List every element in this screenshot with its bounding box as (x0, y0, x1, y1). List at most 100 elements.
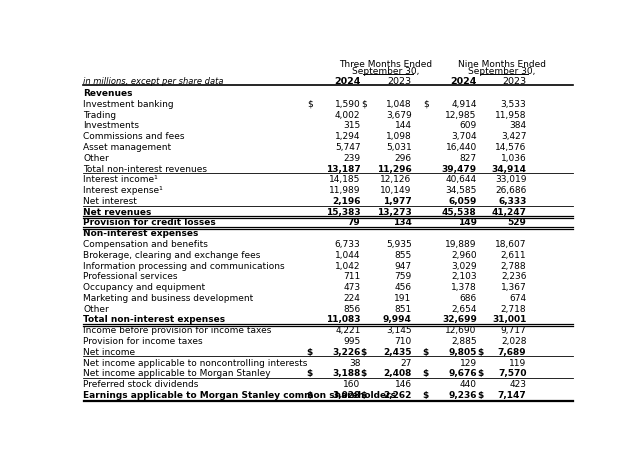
Text: 27: 27 (401, 358, 412, 367)
Text: 3,029: 3,029 (451, 261, 477, 270)
Text: 239: 239 (344, 153, 360, 162)
Text: 2,103: 2,103 (451, 272, 477, 281)
Text: 9,994: 9,994 (383, 315, 412, 324)
Text: 160: 160 (343, 379, 360, 388)
Text: 1,977: 1,977 (383, 196, 412, 206)
Text: $: $ (360, 390, 367, 399)
Text: 3,188: 3,188 (332, 369, 360, 378)
Text: 14,185: 14,185 (329, 175, 360, 184)
Text: 315: 315 (343, 121, 360, 130)
Text: 191: 191 (394, 293, 412, 302)
Text: 134: 134 (393, 218, 412, 227)
Text: Net revenues: Net revenues (83, 207, 152, 216)
Text: 12,985: 12,985 (445, 111, 477, 119)
Text: 5,031: 5,031 (386, 143, 412, 151)
Text: 11,083: 11,083 (326, 315, 360, 324)
Text: Interest income¹: Interest income¹ (83, 175, 158, 184)
Text: 3,679: 3,679 (386, 111, 412, 119)
Text: Net income applicable to Morgan Stanley: Net income applicable to Morgan Stanley (83, 369, 271, 378)
Text: 4,914: 4,914 (451, 100, 477, 109)
Text: 296: 296 (395, 153, 412, 162)
Text: 7,689: 7,689 (498, 347, 527, 356)
Text: 6,059: 6,059 (449, 196, 477, 206)
Text: 15,383: 15,383 (326, 207, 360, 216)
Text: 423: 423 (509, 379, 527, 388)
Text: 529: 529 (508, 218, 527, 227)
Text: 710: 710 (394, 336, 412, 345)
Text: 11,989: 11,989 (329, 186, 360, 195)
Text: 32,699: 32,699 (442, 315, 477, 324)
Text: 2,611: 2,611 (500, 250, 527, 259)
Text: 2,196: 2,196 (332, 196, 360, 206)
Text: 2,236: 2,236 (501, 272, 527, 281)
Text: Asset management: Asset management (83, 143, 172, 151)
Text: Other: Other (83, 304, 109, 313)
Text: $: $ (422, 347, 429, 356)
Text: 34,914: 34,914 (492, 164, 527, 173)
Text: 12,690: 12,690 (445, 325, 477, 335)
Text: 79: 79 (348, 218, 360, 227)
Text: 6,333: 6,333 (498, 196, 527, 206)
Text: $: $ (360, 347, 367, 356)
Text: September 30,: September 30, (353, 67, 420, 76)
Text: 41,247: 41,247 (492, 207, 527, 216)
Text: 3,704: 3,704 (451, 132, 477, 141)
Text: 7,570: 7,570 (498, 369, 527, 378)
Text: 3,533: 3,533 (500, 100, 527, 109)
Text: $: $ (307, 347, 312, 356)
Text: 9,805: 9,805 (449, 347, 477, 356)
Text: 384: 384 (509, 121, 527, 130)
Text: 2024: 2024 (334, 77, 360, 85)
Text: Earnings applicable to Morgan Stanley common shareholders: Earnings applicable to Morgan Stanley co… (83, 390, 396, 399)
Text: Preferred stock dividends: Preferred stock dividends (83, 379, 198, 388)
Text: 9,676: 9,676 (448, 369, 477, 378)
Text: 2,028: 2,028 (501, 336, 527, 345)
Text: 19,889: 19,889 (445, 240, 477, 248)
Text: $: $ (307, 369, 312, 378)
Text: 609: 609 (460, 121, 477, 130)
Text: 2,408: 2,408 (383, 369, 412, 378)
Text: 26,686: 26,686 (495, 186, 527, 195)
Text: Compensation and benefits: Compensation and benefits (83, 240, 208, 248)
Text: Three Months Ended: Three Months Ended (340, 60, 433, 69)
Text: 686: 686 (460, 293, 477, 302)
Text: 33,019: 33,019 (495, 175, 527, 184)
Text: 3,427: 3,427 (501, 132, 527, 141)
Text: September 30,: September 30, (468, 67, 535, 76)
Text: 1,590: 1,590 (335, 100, 360, 109)
Text: 4,221: 4,221 (335, 325, 360, 335)
Text: 11,958: 11,958 (495, 111, 527, 119)
Text: 440: 440 (460, 379, 477, 388)
Text: 5,935: 5,935 (386, 240, 412, 248)
Text: $: $ (307, 100, 312, 109)
Text: 2,654: 2,654 (451, 304, 477, 313)
Text: 45,538: 45,538 (442, 207, 477, 216)
Text: Total non-interest revenues: Total non-interest revenues (83, 164, 207, 173)
Text: 18,607: 18,607 (495, 240, 527, 248)
Text: Brokerage, clearing and exchange fees: Brokerage, clearing and exchange fees (83, 250, 260, 259)
Text: 3,028: 3,028 (332, 390, 360, 399)
Text: Income before provision for income taxes: Income before provision for income taxes (83, 325, 271, 335)
Text: in millions, except per share data: in millions, except per share data (83, 77, 223, 85)
Text: 31,001: 31,001 (492, 315, 527, 324)
Text: 34,585: 34,585 (445, 186, 477, 195)
Text: Provision for income taxes: Provision for income taxes (83, 336, 203, 345)
Text: Other: Other (83, 153, 109, 162)
Text: Professional services: Professional services (83, 272, 178, 281)
Text: Net income: Net income (83, 347, 135, 356)
Text: 2,885: 2,885 (451, 336, 477, 345)
Text: 129: 129 (460, 358, 477, 367)
Text: 2,718: 2,718 (500, 304, 527, 313)
Text: 674: 674 (509, 293, 527, 302)
Text: Total non-interest expenses: Total non-interest expenses (83, 315, 225, 324)
Text: 40,644: 40,644 (445, 175, 477, 184)
Text: 3,226: 3,226 (332, 347, 360, 356)
Text: Non-interest expenses: Non-interest expenses (83, 229, 198, 238)
Text: 2,788: 2,788 (500, 261, 527, 270)
Text: Commissions and fees: Commissions and fees (83, 132, 184, 141)
Text: Occupancy and equipment: Occupancy and equipment (83, 282, 205, 291)
Text: 2,435: 2,435 (383, 347, 412, 356)
Text: 10,149: 10,149 (380, 186, 412, 195)
Text: 149: 149 (458, 218, 477, 227)
Text: 995: 995 (343, 336, 360, 345)
